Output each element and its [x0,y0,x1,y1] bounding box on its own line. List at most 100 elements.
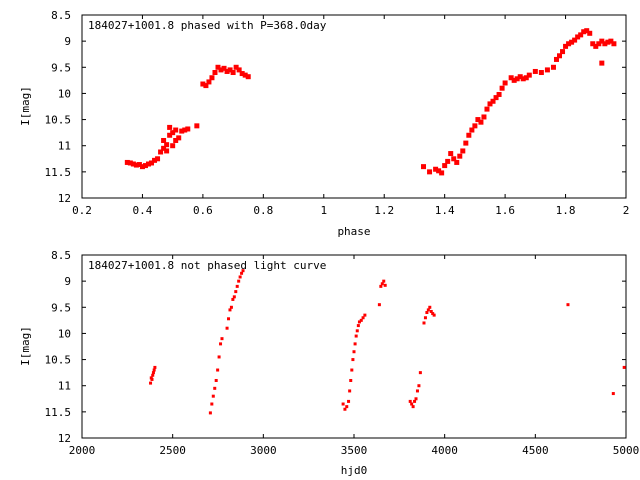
phased-data-point [139,164,145,170]
unphased-data-point [422,321,426,325]
unphased-y-tick-label: 9 [64,275,71,288]
unphased-plot-points [149,269,626,415]
unphased-data-point [347,399,351,403]
unphased-y-tick-label: 9.5 [51,301,71,314]
phased-data-point [221,65,227,71]
phased-data-point [544,67,550,73]
phased-data-point [203,83,209,89]
unphased-data-point [240,271,244,275]
unphased-data-point [357,320,361,324]
unphased-x-tick-label: 4500 [522,444,549,457]
phased-data-point [560,49,566,55]
unphased-data-point [408,399,412,403]
unphased-data-point [232,295,236,299]
phased-data-point [514,76,520,82]
phased-x-tick-label: 0.6 [193,204,213,217]
unphased-data-point [377,303,381,307]
phased-data-point [161,137,167,143]
phased-data-point [472,123,478,129]
phased-data-point [581,29,587,35]
phased-data-point [469,127,475,133]
phased-data-point [149,160,155,166]
unphased-plot-title: 184027+1001.8 not phased light curve [88,259,326,272]
phased-data-point [167,124,173,130]
unphased-data-point [413,399,417,403]
phased-data-point [218,67,224,73]
phased-data-point [167,132,173,138]
unphased-y-tick-label: 12 [58,432,71,445]
unphased-data-point [229,305,233,309]
unphased-data-point [345,405,349,409]
unphased-data-point [343,407,347,411]
phased-x-tick-label: 0.4 [133,204,153,217]
unphased-data-point [359,318,363,322]
phased-data-point [605,39,611,45]
unphased-data-point [238,275,242,279]
unphased-data-point [216,368,220,372]
phased-x-tick-label: 1.4 [435,204,455,217]
phased-data-point [553,56,559,62]
phased-data-point [421,164,427,170]
unphased-data-point [428,305,432,309]
unphased-data-point [213,386,217,390]
phased-plot-title: 184027+1001.8 phased with P=368.0day [88,19,327,32]
phased-data-point [599,38,605,44]
phased-data-point [227,67,233,73]
phased-data-point [173,127,179,133]
unphased-x-tick-label: 5000 [613,444,640,457]
unphased-x-tick-label: 2000 [69,444,96,457]
unphased-data-point [149,381,153,385]
unphased-data-point [379,284,383,288]
unphased-data-point [227,317,231,321]
unphased-data-point [415,389,419,393]
phased-data-point [209,75,215,81]
phased-plot-points [124,28,617,176]
phased-y-tick-label: 9.5 [51,61,71,74]
phased-data-point [593,43,599,49]
phased-data-point [520,76,526,82]
phased-data-point [578,32,584,38]
unphased-data-point [241,269,245,273]
unphased-y-tick-label: 10.5 [45,354,72,367]
phased-data-point [427,169,433,175]
phased-data-point [130,161,136,167]
unphased-data-point [151,371,155,375]
phased-data-point [508,75,514,81]
phased-data-point [436,168,442,174]
phased-data-point [212,70,218,76]
unphased-data-point [380,282,384,286]
phased-data-point [164,142,170,148]
unphased-data-point [356,324,360,328]
phased-data-point [158,149,164,155]
phased-data-point [490,98,496,104]
phased-data-point [532,68,538,74]
unphased-data-point [383,283,387,287]
phased-plot-xlabel: phase [337,225,370,238]
unphased-data-point [417,384,421,388]
unphased-data-point [349,378,353,382]
phased-data-point [475,117,481,123]
phased-x-tick-label: 1.6 [495,204,515,217]
phased-data-point [215,64,221,70]
unphased-data-point [363,313,367,317]
unphased-data-point [566,303,570,307]
unphased-data-point [220,337,224,341]
phased-plot-frame [81,14,627,199]
phased-data-point [611,41,617,47]
phased-data-point [481,114,487,120]
phased-data-point [496,91,502,97]
phased-data-point [463,140,469,146]
phased-data-point [502,80,508,86]
phased-data-point [487,101,493,107]
phased-data-point [538,70,544,76]
unphased-plot-ylabel: I[mag] [19,326,32,366]
unphased-data-point [150,377,154,381]
phased-data-point [590,41,596,47]
unphased-plot-xlabel: hjd0 [341,464,368,477]
phased-data-point [493,95,499,101]
unphased-data-point [210,402,214,406]
unphased-data-point [219,342,223,346]
unphased-data-point [382,279,386,283]
phased-x-tick-label: 0.2 [72,204,92,217]
